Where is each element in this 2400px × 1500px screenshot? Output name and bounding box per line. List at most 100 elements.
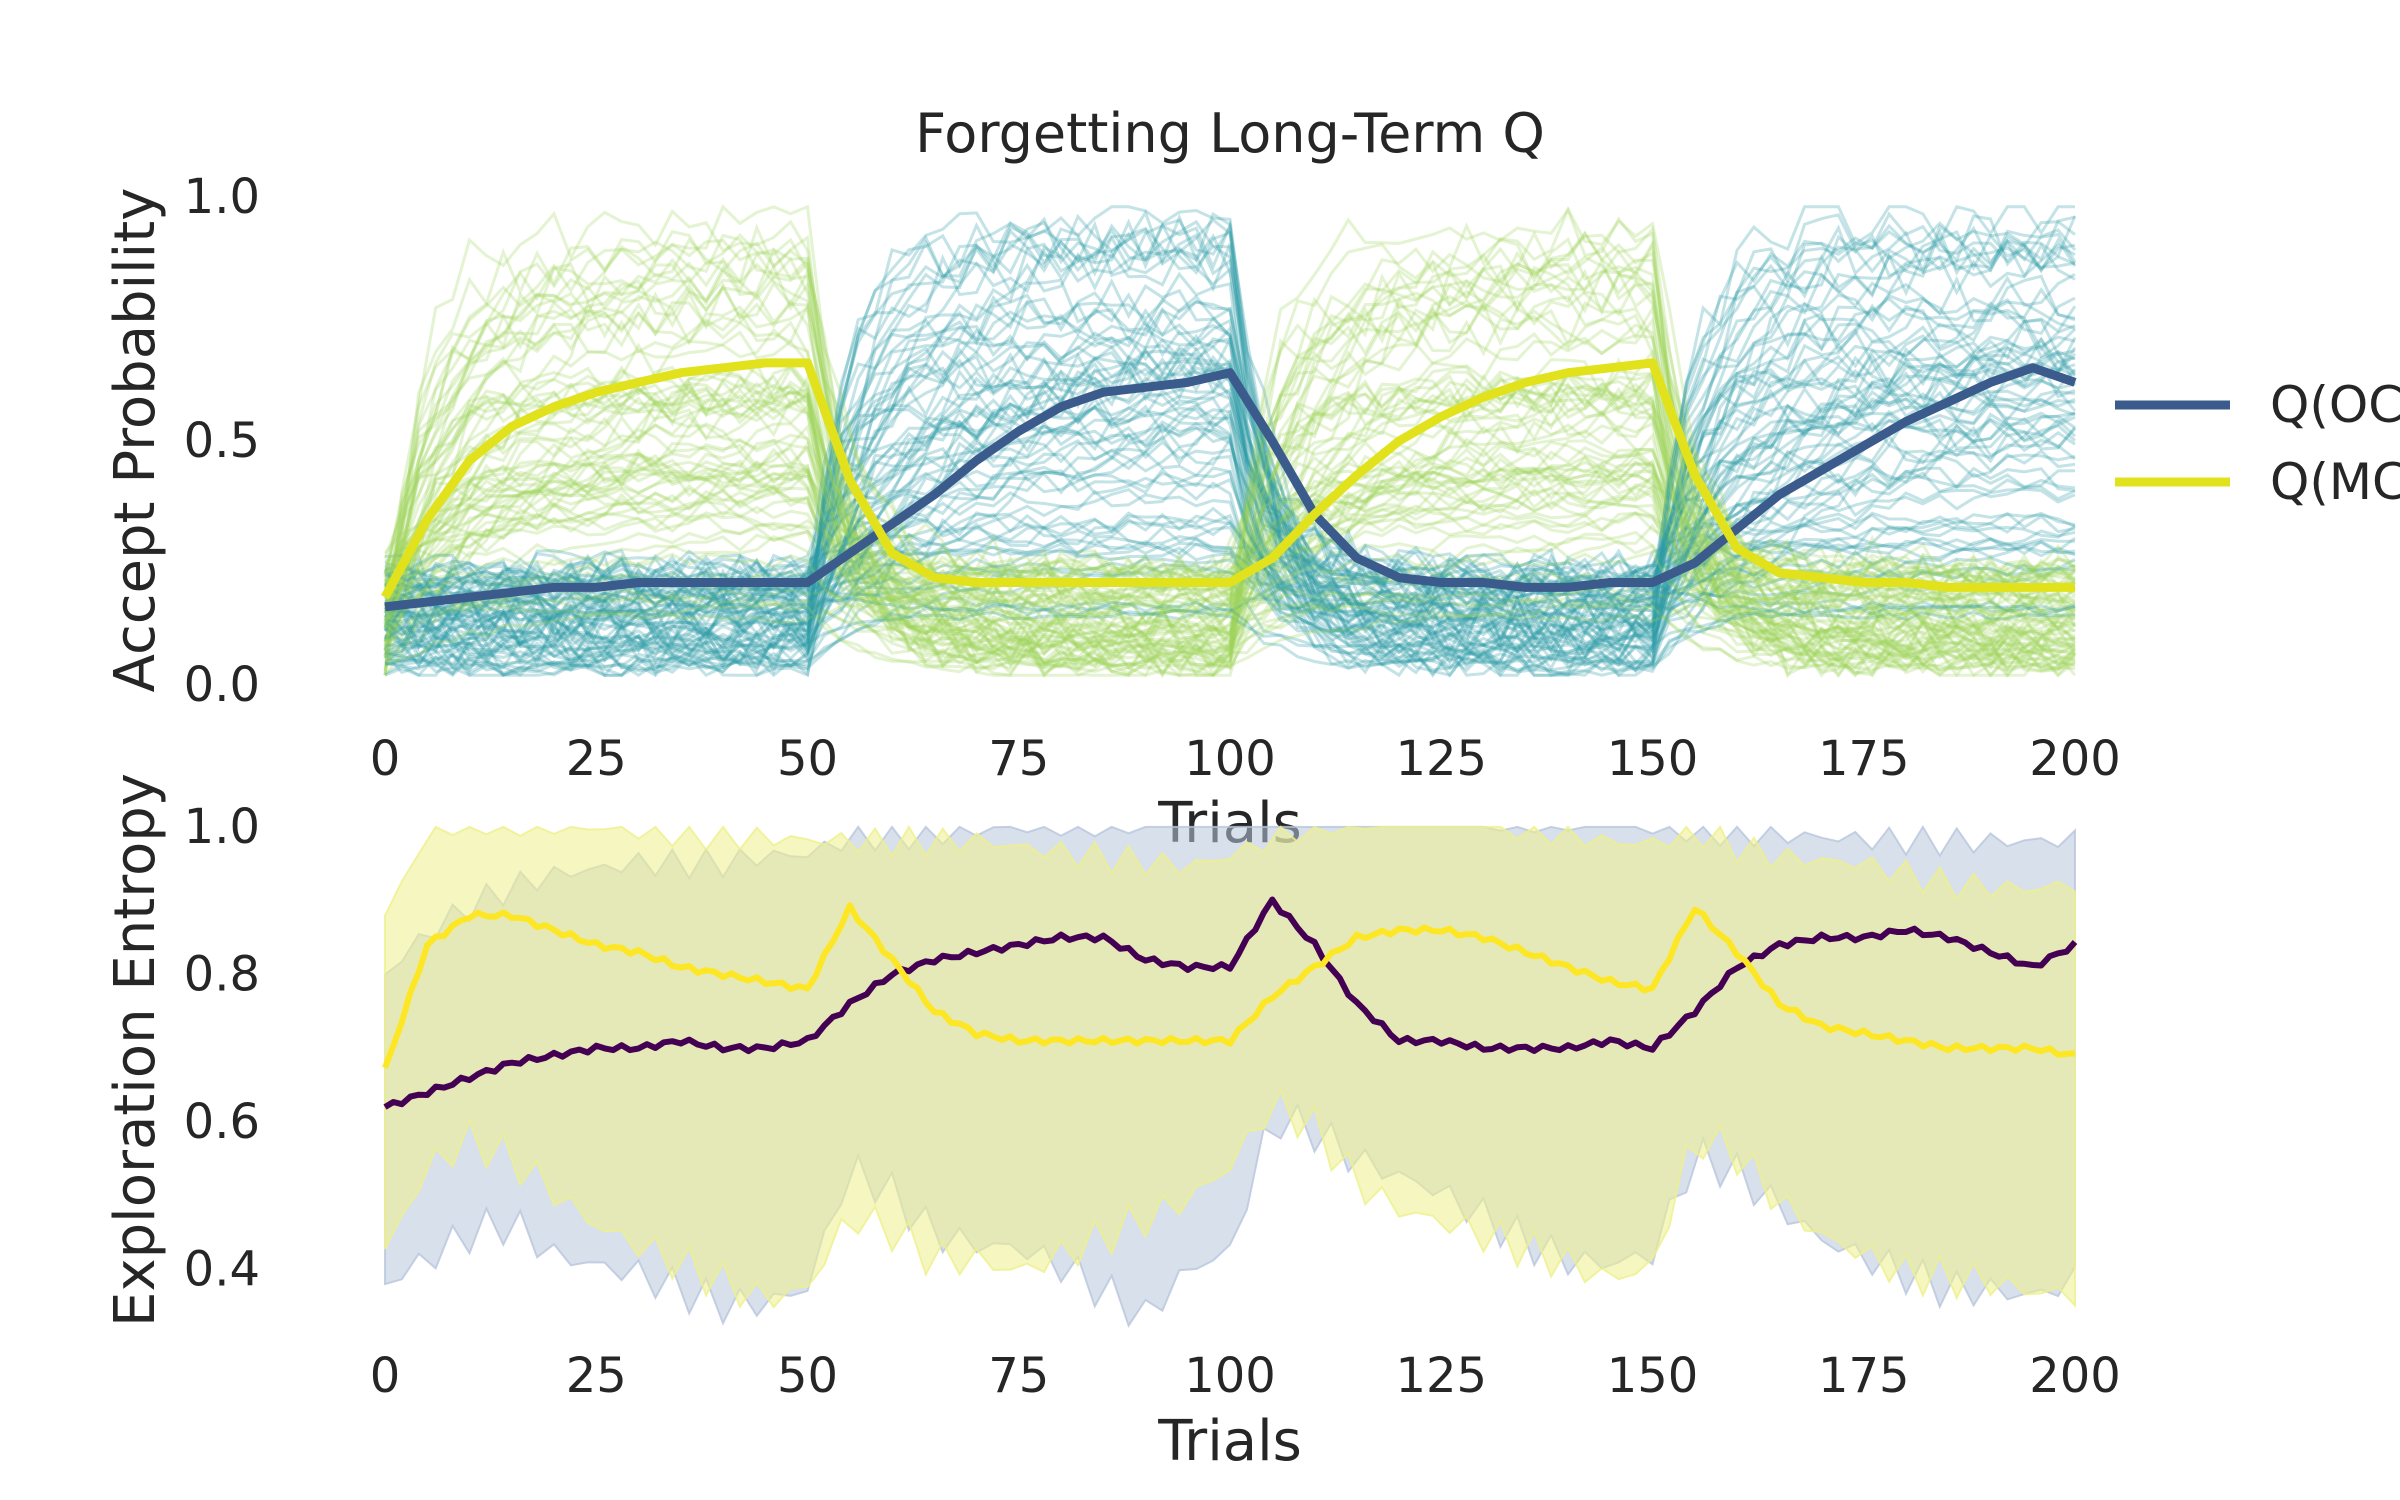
trace-line: [383, 206, 2077, 679]
entropy-line-0: [383, 896, 2078, 1110]
trace-line: [383, 245, 2077, 631]
trace-line: [383, 403, 2076, 619]
trace-line: [384, 214, 2076, 647]
trace-line: [384, 594, 2076, 636]
x-tick-label: 25: [566, 1348, 627, 1404]
trace-line: [383, 422, 2076, 584]
mean-series: [381, 358, 2077, 612]
trace-line: [383, 263, 2076, 655]
x-tick-label: 100: [1184, 731, 1276, 787]
trace-line: [383, 309, 2076, 678]
series-line-0: [384, 363, 2077, 612]
trace-line: [383, 383, 2076, 647]
trace-line: [384, 318, 2077, 670]
x-tick-label: 125: [1395, 731, 1487, 787]
x-tick-label: 150: [1607, 1348, 1699, 1404]
y-tick-label: 0.6: [184, 1094, 260, 1150]
trace-line: [383, 483, 2076, 618]
x-tick-labels: 0 25 50 75 100 125 150 175 200: [370, 731, 2121, 787]
trace-line: [384, 600, 2076, 672]
individual-traces: [383, 204, 2077, 679]
trace-line: [384, 366, 2077, 607]
y-tick-label: 1.0: [184, 799, 260, 855]
trace-line: [384, 386, 2076, 620]
trace-line: [384, 562, 2076, 620]
x-tick-label: 0: [370, 731, 401, 787]
trace-line: [384, 591, 2076, 625]
y-tick-label: 0.5: [184, 413, 260, 469]
trace-line: [384, 610, 2076, 654]
x-tick-label: 175: [1818, 731, 1910, 787]
x-tick-label: 50: [777, 1348, 838, 1404]
trace-line: [383, 245, 2076, 651]
trace-line: [383, 330, 2077, 679]
x-tick-label: 200: [2029, 1348, 2121, 1404]
chart-title: Forgetting Long-Term Q: [915, 102, 1545, 165]
trace-line: [384, 525, 2076, 621]
trace-line: [384, 351, 2077, 612]
trace-line: [384, 481, 2076, 669]
trace-line: [383, 376, 2077, 678]
trace-line: [383, 301, 2077, 631]
trace-line: [383, 470, 2076, 649]
x-tick-label: 0: [370, 1348, 401, 1404]
trace-line: [383, 519, 2076, 611]
y-tick-label: 0.8: [184, 946, 260, 1002]
x-tick-label: 50: [777, 731, 838, 787]
trace-line: [383, 461, 2076, 586]
y-tick-labels: 0.4 0.6 0.8 1.0: [184, 799, 260, 1298]
trace-line: [383, 223, 2077, 671]
accept-probability-panel: 0 25 50 75 100 125 150 175 200 0.0 0.5 1.0 Forgett…: [103, 102, 2400, 856]
trace-line: [384, 387, 2077, 678]
trace-line: [384, 292, 2076, 642]
trace-line: [383, 439, 2076, 617]
x-tick-label: 150: [1607, 731, 1699, 787]
x-tick-label: 100: [1184, 1348, 1276, 1404]
trace-line: [384, 242, 2076, 678]
trace-line: [384, 218, 2076, 606]
trace-line: [384, 404, 2076, 615]
trace-line: [384, 584, 2076, 602]
trace-line: [383, 226, 2077, 654]
legend: Q(OC Q(MC: [2115, 376, 2400, 511]
trace-line: [383, 225, 2076, 605]
trace-line: [383, 535, 2076, 668]
trace-line: [384, 487, 2076, 677]
y-tick-labels: 0.0 0.5 1.0: [184, 169, 260, 713]
trace-line: [383, 271, 2076, 658]
trace-line: [383, 381, 2076, 654]
trace-line: [383, 483, 2076, 606]
trace-line: [384, 466, 2076, 645]
trace-line: [384, 506, 2076, 624]
y-axis-label-bottom: Exploration Entropy: [103, 773, 168, 1327]
trace-line: [384, 534, 2076, 631]
trace-line: [383, 370, 2076, 605]
trace-line: [384, 511, 2076, 580]
trace-line: [384, 397, 2076, 666]
trace-line: [384, 529, 2077, 672]
trace-line: [383, 318, 2076, 644]
trace-line: [383, 297, 2077, 629]
x-tick-label: 200: [2029, 731, 2121, 787]
trace-line: [384, 466, 2076, 661]
trace-line: [383, 370, 2076, 615]
trace-line: [383, 246, 2076, 643]
trace-line: [384, 411, 2076, 678]
trace-line: [383, 255, 2077, 639]
trace-line: [384, 583, 2075, 652]
trace-line: [384, 347, 2077, 663]
x-tick-label: 25: [566, 731, 627, 787]
trace-line: [384, 536, 2076, 577]
trace-line: [383, 239, 2076, 606]
trace-line: [383, 487, 2076, 673]
trace-line: [383, 374, 2076, 626]
trace-line: [383, 461, 2077, 633]
trace-line: [383, 230, 2077, 607]
entropy-series: [382, 896, 2078, 1110]
trace-line: [384, 546, 2076, 651]
trace-line: [383, 596, 2076, 673]
trace-line: [384, 287, 2076, 614]
x-tick-labels: 0 25 50 75 100 125 150 175 200: [370, 1348, 2121, 1404]
trace-line: [384, 510, 2076, 610]
trace-line: [383, 221, 2077, 609]
